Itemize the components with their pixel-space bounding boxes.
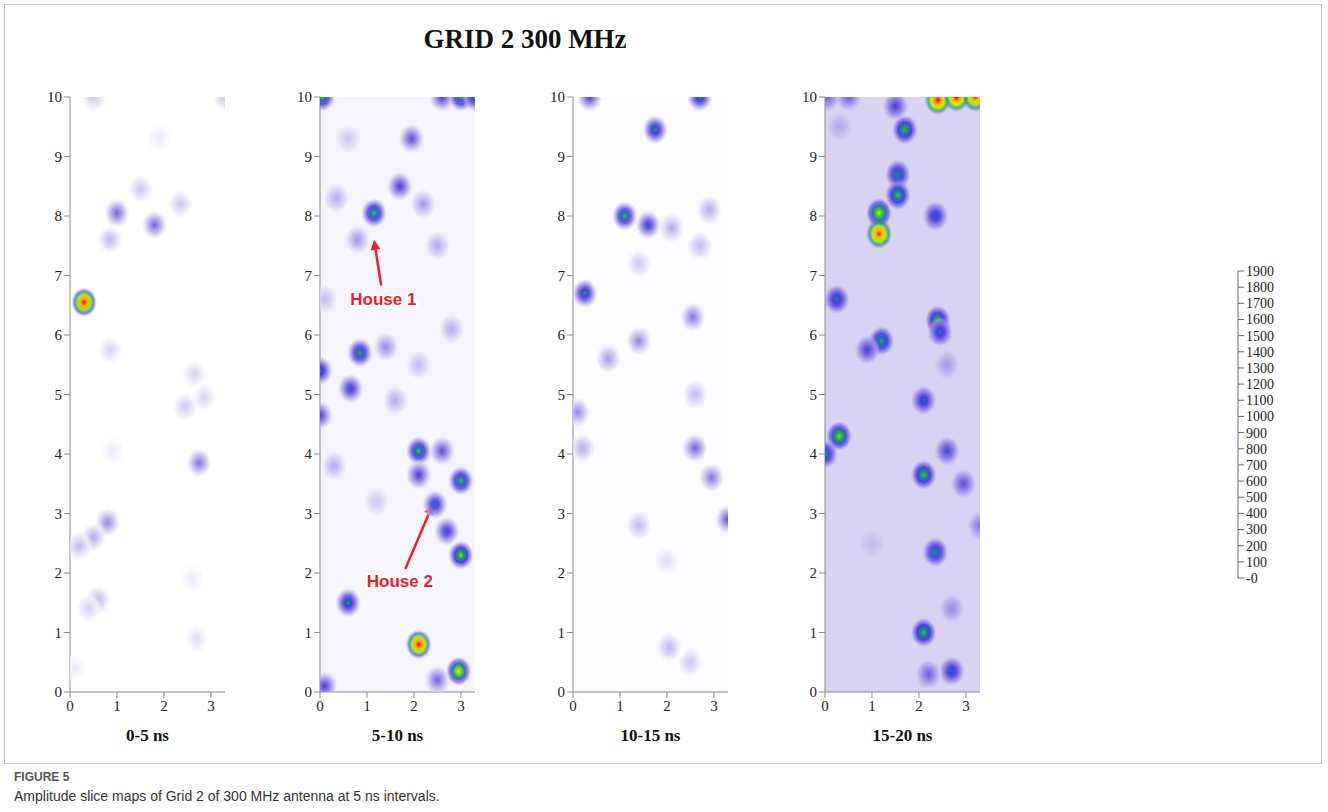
svg-text:7: 7 <box>305 268 313 284</box>
svg-text:10: 10 <box>550 89 565 105</box>
svg-text:4: 4 <box>558 446 566 462</box>
html-text:Amplitude slice maps of Grid 2: Amplitude slice maps of Grid 2 of 300 MH… <box>14 788 440 804</box>
svg-text:9: 9 <box>55 149 63 165</box>
svg-text:5: 5 <box>810 387 818 403</box>
svg-text:-0: -0 <box>1246 571 1258 586</box>
svg-text:1000: 1000 <box>1246 409 1274 424</box>
svg-text:8: 8 <box>810 208 818 224</box>
svg-text:1: 1 <box>616 698 624 714</box>
html-text:FIGURE 5: FIGURE 5 <box>14 770 70 784</box>
svg-text:6: 6 <box>55 327 63 343</box>
svg-text:1100: 1100 <box>1246 393 1273 408</box>
svg-text:0: 0 <box>316 698 324 714</box>
svg-text:0: 0 <box>305 684 313 700</box>
html-text:0-5 ns: 0-5 ns <box>126 726 169 745</box>
svg-text:400: 400 <box>1246 506 1267 521</box>
svg-text:2: 2 <box>663 698 671 714</box>
svg-text:3: 3 <box>962 698 970 714</box>
svg-text:0: 0 <box>810 684 818 700</box>
svg-text:1: 1 <box>305 625 313 641</box>
svg-text:1: 1 <box>113 698 121 714</box>
svg-text:1: 1 <box>55 625 63 641</box>
svg-text:3: 3 <box>810 506 818 522</box>
svg-text:1200: 1200 <box>1246 377 1274 392</box>
svg-text:500: 500 <box>1246 490 1267 505</box>
svg-text:300: 300 <box>1246 522 1267 537</box>
svg-text:8: 8 <box>55 208 63 224</box>
svg-text:3: 3 <box>55 506 63 522</box>
svg-text:2: 2 <box>810 565 818 581</box>
svg-text:10: 10 <box>47 89 62 105</box>
svg-text:1400: 1400 <box>1246 345 1274 360</box>
svg-text:800: 800 <box>1246 442 1267 457</box>
svg-text:3: 3 <box>558 506 566 522</box>
svg-text:5: 5 <box>55 387 63 403</box>
svg-text:6: 6 <box>810 327 818 343</box>
svg-text:House 2: House 2 <box>367 572 433 591</box>
svg-text:1700: 1700 <box>1246 296 1274 311</box>
svg-text:10: 10 <box>802 89 817 105</box>
svg-text:600: 600 <box>1246 474 1267 489</box>
svg-text:1800: 1800 <box>1246 280 1274 295</box>
svg-text:9: 9 <box>558 149 566 165</box>
svg-text:5: 5 <box>305 387 313 403</box>
svg-text:2: 2 <box>55 565 63 581</box>
svg-text:1300: 1300 <box>1246 361 1274 376</box>
svg-text:8: 8 <box>558 208 566 224</box>
svg-text:9: 9 <box>810 149 818 165</box>
svg-text:3: 3 <box>710 698 718 714</box>
svg-text:7: 7 <box>55 268 63 284</box>
svg-text:100: 100 <box>1246 555 1267 570</box>
svg-text:2: 2 <box>410 698 418 714</box>
svg-text:2: 2 <box>558 565 566 581</box>
svg-text:0: 0 <box>55 684 63 700</box>
html-text:10-15 ns: 10-15 ns <box>620 726 681 745</box>
svg-text:House 1: House 1 <box>350 290 416 309</box>
svg-text:1: 1 <box>363 698 371 714</box>
svg-text:1900: 1900 <box>1246 264 1274 279</box>
svg-text:10: 10 <box>297 89 312 105</box>
svg-text:0: 0 <box>66 698 74 714</box>
svg-text:9: 9 <box>305 149 313 165</box>
svg-text:1500: 1500 <box>1246 329 1274 344</box>
svg-text:700: 700 <box>1246 458 1267 473</box>
svg-text:2: 2 <box>160 698 168 714</box>
svg-text:2: 2 <box>915 698 923 714</box>
svg-text:4: 4 <box>810 446 818 462</box>
svg-text:1600: 1600 <box>1246 312 1274 327</box>
html-text:5-10 ns: 5-10 ns <box>371 726 424 745</box>
svg-text:7: 7 <box>558 268 566 284</box>
svg-text:3: 3 <box>207 698 215 714</box>
svg-text:2: 2 <box>305 565 313 581</box>
svg-text:3: 3 <box>457 698 465 714</box>
svg-text:4: 4 <box>305 446 313 462</box>
svg-text:900: 900 <box>1246 426 1267 441</box>
svg-text:7: 7 <box>810 268 818 284</box>
svg-text:5: 5 <box>558 387 566 403</box>
html-text:15-20 ns: 15-20 ns <box>872 726 933 745</box>
svg-text:1: 1 <box>810 625 818 641</box>
svg-text:4: 4 <box>55 446 63 462</box>
svg-text:6: 6 <box>558 327 566 343</box>
svg-text:8: 8 <box>305 208 313 224</box>
svg-text:1: 1 <box>868 698 876 714</box>
svg-text:0: 0 <box>558 684 566 700</box>
svg-text:0: 0 <box>821 698 829 714</box>
svg-text:3: 3 <box>305 506 313 522</box>
svg-text:6: 6 <box>305 327 313 343</box>
svg-text:200: 200 <box>1246 539 1267 554</box>
svg-text:1: 1 <box>558 625 566 641</box>
svg-text:0: 0 <box>569 698 577 714</box>
html-text:GRID 2 300 MHz: GRID 2 300 MHz <box>423 24 627 54</box>
